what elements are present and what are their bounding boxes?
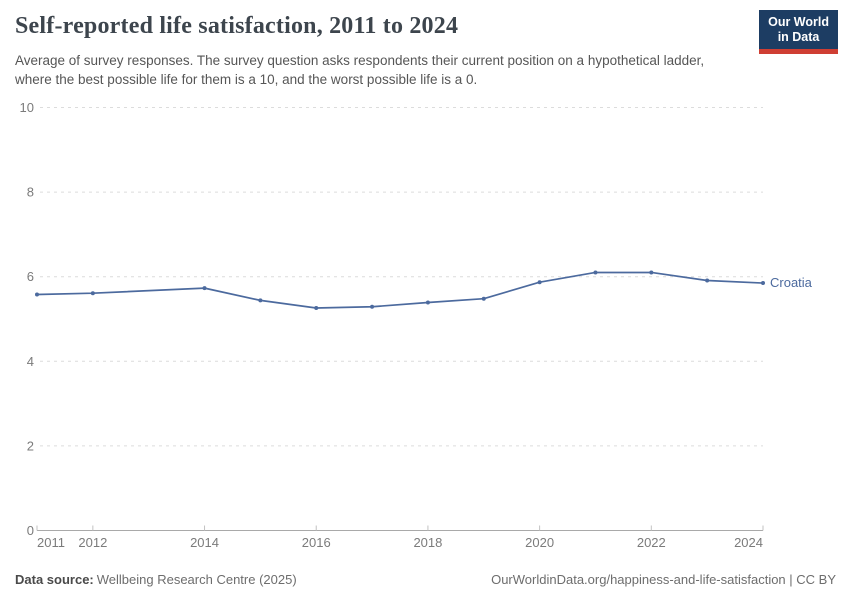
data-source-value: Wellbeing Research Centre (2025)	[96, 572, 297, 587]
data-point[interactable]	[258, 298, 263, 303]
x-tick-label: 2018	[413, 535, 442, 550]
data-point[interactable]	[202, 286, 207, 291]
data-point[interactable]	[425, 300, 430, 305]
x-tick-label: 2022	[637, 535, 666, 550]
data-point[interactable]	[537, 280, 542, 285]
data-point[interactable]	[761, 281, 765, 286]
y-tick-label: 4	[27, 354, 34, 369]
data-point[interactable]	[370, 304, 375, 309]
owid-logo-line1: Our World	[768, 15, 829, 29]
series-label[interactable]: Croatia	[770, 275, 813, 290]
y-tick-label: 8	[27, 185, 34, 200]
chart-subtitle: Average of survey responses. The survey …	[15, 53, 705, 87]
data-line[interactable]	[36, 271, 764, 309]
data-point[interactable]	[649, 270, 654, 275]
data-point[interactable]	[90, 291, 95, 296]
x-tick-label: 2024	[734, 535, 763, 550]
y-tick-label: 0	[27, 523, 34, 538]
data-point[interactable]	[35, 292, 39, 297]
x-tick-label: 2016	[302, 535, 331, 550]
y-tick-label: 2	[27, 438, 34, 453]
data-source-label: Data source:	[15, 572, 94, 587]
data-point[interactable]	[705, 278, 710, 283]
data-source: Data source: Wellbeing Research Centre (2…	[15, 572, 297, 587]
credit-link[interactable]: OurWorldinData.org/happiness-and-life-sa…	[491, 572, 836, 587]
x-tick-label: 2020	[525, 535, 554, 550]
y-tick-label: 6	[27, 269, 34, 284]
x-tick-label: 2011	[37, 535, 65, 550]
chart-title: Self-reported life satisfaction, 2011 to…	[15, 13, 459, 39]
owid-logo[interactable]: Our World in Data	[759, 10, 838, 54]
y-tick-label: 10	[20, 100, 34, 115]
owid-logo-line2: in Data	[777, 30, 820, 44]
x-tick-label: 2014	[190, 535, 219, 550]
x-tick-label: 2012	[78, 535, 107, 550]
data-point[interactable]	[314, 306, 319, 311]
data-point[interactable]	[593, 270, 598, 275]
data-point[interactable]	[481, 296, 486, 301]
